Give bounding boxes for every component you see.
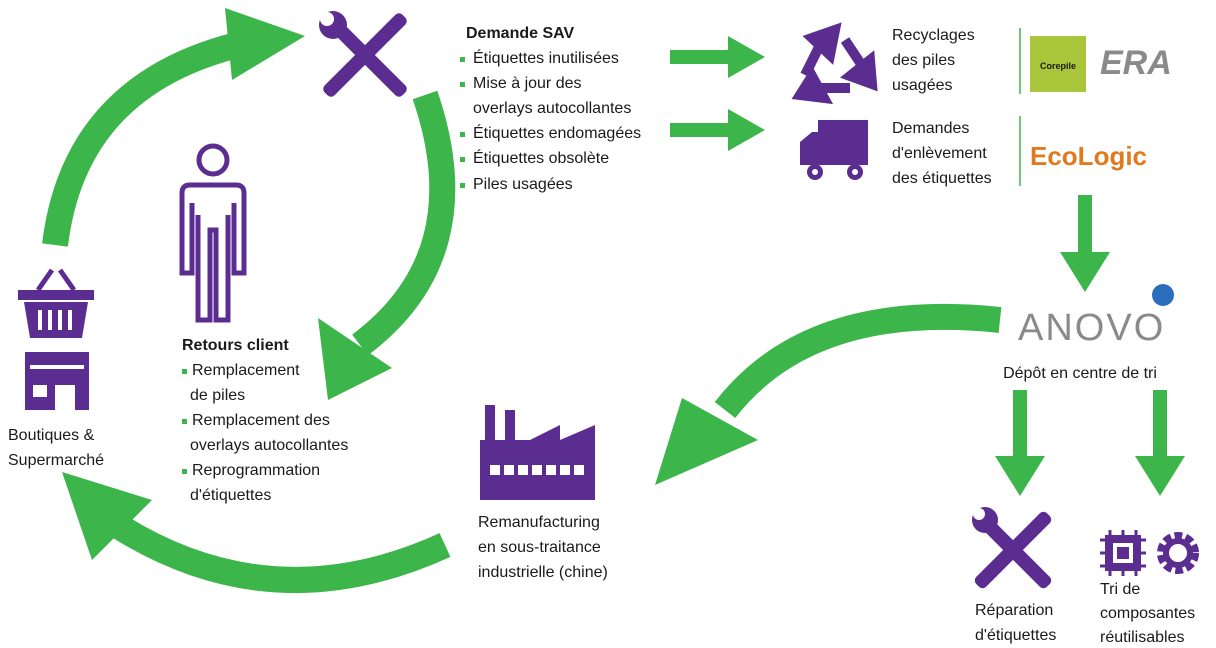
chip-icon — [1100, 530, 1150, 576]
ecologic-logo: EcoLogic — [1030, 141, 1147, 171]
label: des étiquettes — [892, 170, 992, 187]
shop-icon — [25, 352, 89, 410]
person-icon — [179, 143, 247, 323]
list-item: Étiquettes inutilisées — [473, 48, 619, 67]
corepile-logo — [1030, 36, 1086, 92]
label: Réparation — [975, 602, 1053, 619]
returns-list: Remplacement de piles Remplacement des o… — [182, 362, 348, 504]
list-item: overlays autocollantes — [473, 100, 631, 117]
label: Recyclages — [892, 27, 975, 44]
tools-icon — [972, 507, 1052, 589]
returns-title: Retours client — [182, 337, 289, 354]
list-item: de piles — [190, 387, 245, 404]
label: industrielle (chine) — [478, 564, 608, 581]
label: Supermarché — [8, 452, 104, 469]
label: d'étiquettes — [975, 627, 1056, 644]
label: Demandes — [892, 120, 969, 137]
factory-icon — [480, 405, 595, 500]
tools-icon — [319, 11, 407, 97]
list-item: Mise à jour des — [473, 75, 582, 92]
label: Dépôt en centre de tri — [1003, 365, 1157, 382]
basket-icon — [18, 268, 94, 338]
recycle-icon — [791, 22, 878, 105]
label: Tri de — [1100, 581, 1140, 598]
sav-title: Demande SAV — [466, 25, 575, 42]
label: en sous-traitance — [478, 539, 601, 556]
list-item: Piles usagées — [473, 176, 573, 193]
label: Remanufacturing — [478, 514, 600, 531]
label: des piles — [892, 52, 955, 69]
list-item: Étiquettes endomagées — [473, 123, 641, 142]
cycle-arrows — [42, 8, 1002, 593]
list-item: Remplacement — [192, 362, 300, 379]
sav-list: Étiquettes inutilisées Mise à jour des o… — [460, 48, 641, 193]
anovo-mark — [1152, 284, 1174, 306]
list-item: overlays autocollantes — [190, 437, 348, 454]
list-item: d'étiquettes — [190, 487, 271, 504]
list-item: Étiquettes obsolète — [473, 148, 609, 167]
label: d'enlèvement — [892, 145, 987, 162]
corepile-text: Corepile — [1040, 61, 1076, 71]
gear-icon — [1157, 532, 1199, 574]
label: usagées — [892, 77, 953, 94]
flow-arrows — [670, 36, 1185, 496]
anovo-logo: ANOVO — [1018, 307, 1165, 349]
list-item: Remplacement des — [192, 412, 330, 429]
label: réutilisables — [1100, 629, 1184, 646]
label: Boutiques & — [8, 427, 95, 444]
era-logo: ERA — [1100, 44, 1172, 82]
list-item: Reprogrammation — [192, 462, 320, 479]
truck-icon — [800, 120, 868, 180]
label: composantes — [1100, 605, 1195, 622]
